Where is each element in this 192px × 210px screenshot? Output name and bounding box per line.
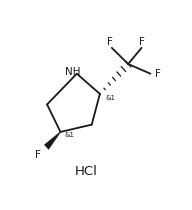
Text: F: F (35, 150, 41, 160)
Text: &1: &1 (106, 95, 116, 101)
Text: F: F (155, 69, 161, 79)
Text: F: F (107, 37, 113, 47)
Text: NH: NH (65, 67, 81, 77)
Text: F: F (139, 37, 145, 47)
Polygon shape (44, 132, 61, 150)
Text: HCl: HCl (75, 165, 98, 178)
Text: &1: &1 (64, 132, 74, 138)
